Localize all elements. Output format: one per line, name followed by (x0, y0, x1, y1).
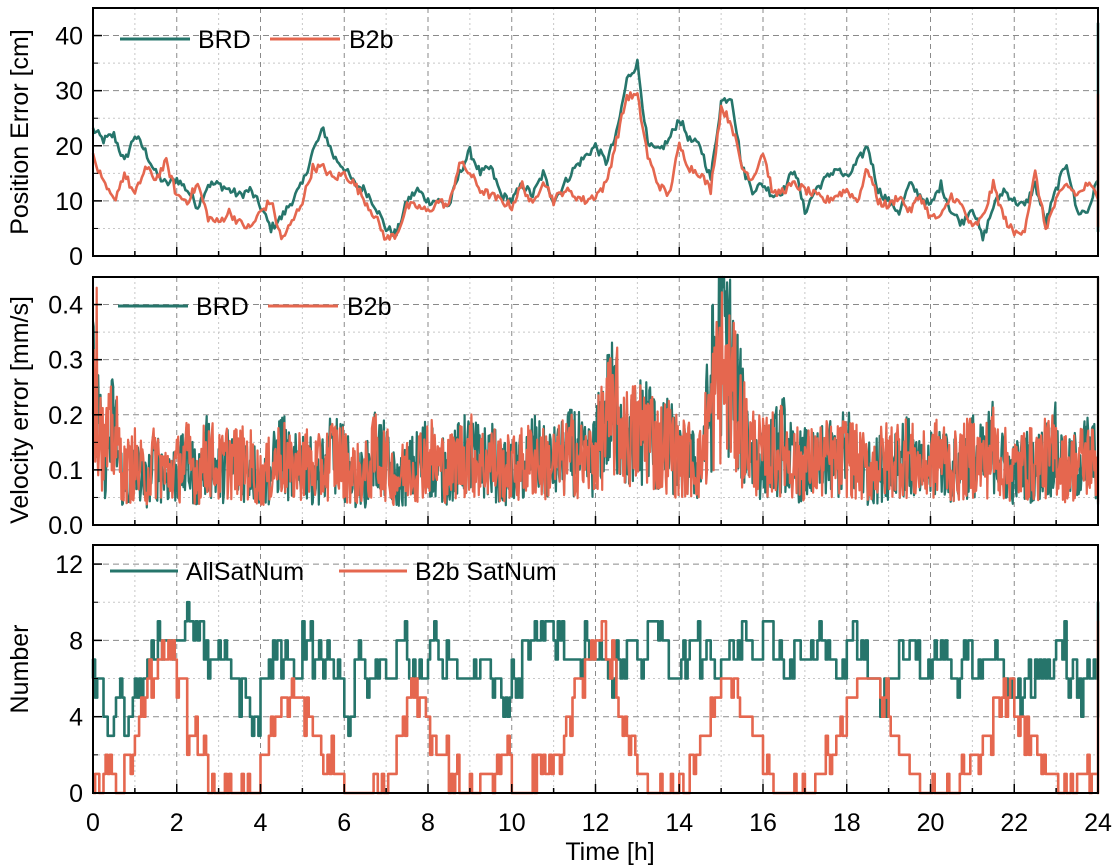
legend-label-b2b-satnum: B2b SatNum (415, 558, 557, 586)
satellite-x-ticks (134, 784, 1057, 793)
position-x-ticks (134, 247, 1057, 256)
satellite-grid (93, 545, 1098, 793)
satellite-y-axis-title: Number (6, 625, 34, 714)
x-tick-label: 6 (337, 809, 351, 837)
velocity-error-panel: 0.0 0.1 0.2 0.3 0.4 BRD B2b Velocity error [… (6, 275, 1100, 540)
x-tick-label: 24 (1084, 809, 1112, 837)
position-error-panel: 0 10 20 30 40 BRD B2b Position Error [cm] (6, 7, 1100, 271)
legend-label-brd: BRD (196, 293, 249, 321)
x-tick-label: 2 (170, 809, 184, 837)
position-y-axis-title: Position Error [cm] (6, 29, 34, 235)
velocity-legend: BRD B2b (118, 293, 391, 321)
x-tick-label: 10 (498, 809, 526, 837)
y-tick-label: 8 (69, 627, 83, 655)
x-tick-label: 12 (582, 809, 610, 837)
y-tick-label: 0.2 (48, 402, 83, 430)
y-tick-label: 40 (55, 23, 83, 51)
satellite-legend: AllSatNum B2b SatNum (110, 558, 557, 586)
x-axis-title: Time [h] (565, 838, 654, 866)
velocity-y-ticks: 0.0 0.1 0.2 0.3 0.4 (48, 276, 102, 540)
legend-label-b2b: B2b (347, 293, 391, 321)
position-legend: BRD B2b (120, 26, 393, 54)
y-tick-label: 0 (69, 243, 83, 271)
x-tick-label: 4 (254, 809, 268, 837)
x-tick-label: 16 (749, 809, 777, 837)
y-tick-label: 4 (69, 704, 83, 732)
position-y-ticks: 0 10 20 30 40 (55, 23, 102, 271)
y-tick-label: 30 (55, 78, 83, 106)
y-tick-label: 0 (69, 780, 83, 808)
x-tick-label: 14 (665, 809, 693, 837)
y-tick-label: 0.0 (48, 512, 83, 540)
velocity-x-ticks (134, 516, 1057, 525)
x-tick-label: 20 (917, 809, 945, 837)
y-tick-label: 0.4 (48, 292, 83, 320)
x-tick-label: 18 (833, 809, 861, 837)
y-tick-label: 10 (55, 188, 83, 216)
legend-label-brd: BRD (198, 26, 251, 54)
y-tick-label: 20 (55, 133, 83, 161)
series-line-allsatnum (91, 600, 1100, 738)
x-tick-label: 8 (421, 809, 435, 837)
y-tick-label: 0.1 (48, 457, 83, 485)
x-tick-labels: 0 2 4 6 8 10 12 14 16 18 20 22 24 (86, 809, 1112, 837)
velocity-y-axis-title: Velocity error [mm/s] (6, 296, 34, 524)
satellite-y-ticks: 0 4 8 12 (55, 551, 102, 808)
x-tick-label: 22 (1000, 809, 1028, 837)
y-tick-label: 0.3 (48, 347, 83, 375)
legend-label-allsatnum: AllSatNum (186, 558, 304, 586)
y-tick-label: 12 (55, 551, 83, 579)
legend-label-b2b: B2b (349, 26, 393, 54)
x-tick-label: 0 (86, 809, 100, 837)
